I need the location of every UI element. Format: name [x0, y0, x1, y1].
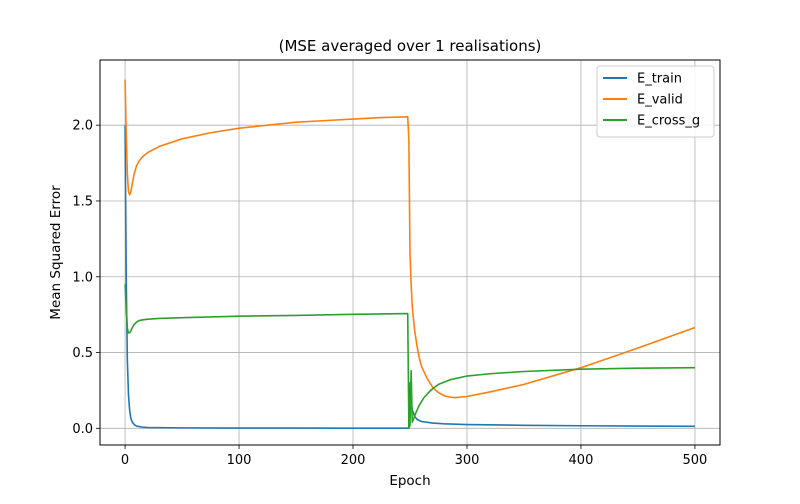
- legend-label: E_valid: [637, 93, 683, 108]
- axis-ticks: 0 100 200 300 400 500 0.0 0.5 1.0 1.5 2.0: [72, 119, 707, 468]
- series-lines: [124, 79, 696, 430]
- series-line-e-cross-g: [124, 284, 695, 430]
- legend-label: E_cross_g: [637, 114, 700, 129]
- series-line-e-train: [124, 125, 695, 429]
- x-axis-label: Epoch: [389, 473, 430, 489]
- y-axis-label: Mean Squared Error: [48, 185, 64, 320]
- x-tick-label: 300: [455, 453, 480, 468]
- legend-label: E_train: [637, 72, 682, 87]
- x-tick-label: 400: [569, 453, 594, 468]
- y-tick-label: 1.0: [72, 270, 93, 285]
- chart-title: (MSE averaged over 1 realisations): [279, 37, 542, 55]
- y-tick-label: 1.5: [72, 194, 93, 209]
- series-line-e-valid: [124, 79, 696, 399]
- legend: E_train E_valid E_cross_g: [596, 65, 715, 138]
- x-tick-label: 100: [227, 453, 252, 468]
- y-tick-label: 2.0: [72, 119, 93, 134]
- y-tick-label: 0.0: [72, 422, 93, 437]
- y-tick-label: 0.5: [72, 346, 93, 361]
- x-tick-label: 0: [121, 453, 129, 468]
- plot-frame: [99, 59, 721, 446]
- x-tick-label: 200: [341, 453, 366, 468]
- x-tick-label: 500: [683, 453, 708, 468]
